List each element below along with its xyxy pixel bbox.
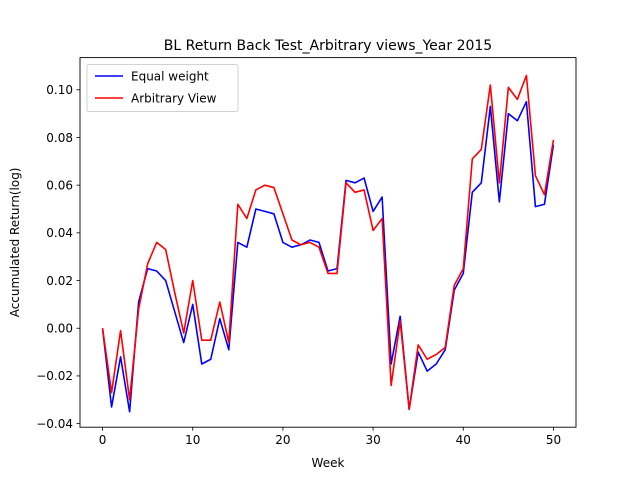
legend-label-arbitrary-view: Arbitrary View — [131, 92, 217, 106]
x-tick-label: 20 — [275, 433, 290, 447]
y-tick-label: 0.02 — [46, 274, 73, 288]
legend-box — [86, 64, 239, 113]
y-tick-label: −0.04 — [36, 417, 73, 431]
x-tick-label: 50 — [546, 433, 561, 447]
x-tick-label: 0 — [99, 433, 107, 447]
series-line-arbitrary-view — [101, 74, 555, 411]
x-tick-label: 40 — [456, 433, 471, 447]
y-tick-label: 0.08 — [46, 131, 73, 145]
y-tick-label: 0.04 — [46, 226, 73, 240]
chart-title: BL Return Back Test_Arbitrary views_Year… — [164, 38, 492, 54]
legend: Equal weight Arbitrary View — [86, 64, 239, 113]
y-tick-label: −0.02 — [36, 369, 73, 383]
y-tick-label: 0.00 — [46, 322, 73, 336]
legend-label-equal-weight: Equal weight — [131, 70, 209, 84]
plot-frame — [79, 57, 577, 428]
series-layer — [101, 74, 555, 413]
y-tick-label: 0.06 — [46, 178, 73, 192]
x-tick-label: 30 — [365, 433, 380, 447]
y-tick-label: 0.10 — [46, 83, 73, 97]
x-tick-label: 10 — [185, 433, 200, 447]
x-axis-label: Week — [312, 456, 345, 470]
y-axis-label: Accumulated Return(log) — [8, 168, 22, 318]
x-axis-ticks: 0 10 20 30 40 50 — [99, 427, 561, 447]
y-axis-ticks: −0.04 −0.02 0.00 0.02 0.04 0.06 0.08 0.10 — [36, 83, 80, 431]
